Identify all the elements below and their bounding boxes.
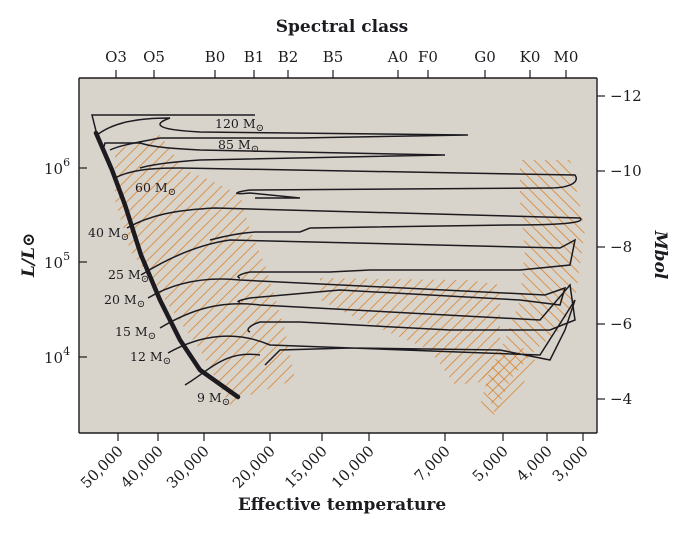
- x-tick-label: 20,000: [229, 442, 279, 492]
- hatched-region-middle: [320, 278, 500, 385]
- mbol-ticks: −12 −10 −8 −6 −4: [597, 87, 642, 408]
- spectral-class-label: G0: [474, 48, 496, 66]
- x-tick-label: 4,000: [513, 442, 556, 485]
- track-9: [184, 353, 261, 386]
- evolutionary-tracks: [91, 114, 582, 400]
- y-axis-title-left: L/L⊙: [19, 233, 39, 278]
- y-right-tick-label: −10: [610, 162, 642, 180]
- y-axis-title-right: Mbol: [650, 230, 670, 280]
- y-right-tick-label: −4: [610, 390, 632, 408]
- x-tick-label: 50,000: [77, 442, 127, 492]
- spectral-class-label: O3: [105, 48, 127, 66]
- x-tick-label: 5,000: [469, 442, 512, 485]
- x-tick-label: 30,000: [163, 442, 213, 492]
- mass-label: 85 M⊙: [218, 137, 259, 155]
- spectral-class-label: B1: [244, 48, 265, 66]
- luminosity-ticks: 106 105 104: [44, 156, 87, 367]
- y-right-tick-label: −6: [610, 315, 632, 333]
- mass-label: 12 M⊙: [130, 349, 171, 367]
- spectral-class-label: M0: [554, 48, 579, 66]
- mass-label: 15 M⊙: [115, 324, 156, 342]
- x-tick-label: 15,000: [281, 442, 331, 492]
- mass-label: 40 M⊙: [88, 225, 129, 243]
- track-25: [140, 238, 577, 279]
- hatched-region-blue: [115, 135, 295, 405]
- x-tick-label: 10,000: [328, 442, 378, 492]
- x-tick-label: 7,000: [411, 442, 454, 485]
- chart-title: Spectral class: [276, 17, 409, 37]
- mass-label: 120 M⊙: [215, 116, 264, 134]
- spectral-class-label: B2: [278, 48, 299, 66]
- spectral-class-ticks: O3 O5 B0 B1 B2 B5 A0 F0 G0 K0 M0: [105, 48, 578, 78]
- mass-label: 25 M⊙: [108, 267, 149, 285]
- track-85: [102, 142, 446, 169]
- spectral-class-label: K0: [520, 48, 541, 66]
- track-12: [167, 299, 576, 366]
- y-right-tick-label: −8: [610, 238, 632, 256]
- zams-line: [93, 130, 241, 400]
- spectral-class-label: B0: [205, 48, 226, 66]
- track-40: [126, 207, 582, 241]
- hatched-region-red-cross: [480, 345, 535, 415]
- y-left-tick-label: 106: [44, 156, 70, 178]
- spectral-class-label: O5: [143, 48, 165, 66]
- spectral-class-label: A0: [387, 48, 408, 66]
- track-20: [147, 278, 567, 306]
- mass-labels: 120 M⊙ 85 M⊙ 60 M⊙ 40 M⊙ 25 M⊙ 20 M⊙ 15 M⊙ 12 M…: [88, 116, 264, 408]
- mass-label: 60 M⊙: [135, 180, 176, 198]
- y-left-tick-label: 104: [44, 345, 70, 367]
- x-axis-title: Effective temperature: [238, 495, 447, 515]
- x-tick-label: 40,000: [117, 442, 167, 492]
- y-left-tick-label: 105: [44, 250, 70, 272]
- track-15: [159, 283, 576, 333]
- track-60: [114, 167, 577, 199]
- spectral-class-label: B5: [323, 48, 344, 66]
- mass-label: 20 M⊙: [104, 292, 145, 310]
- x-tick-label: 3,000: [549, 442, 592, 485]
- y-right-tick-label: −12: [610, 87, 642, 105]
- spectral-class-label: F0: [418, 48, 438, 66]
